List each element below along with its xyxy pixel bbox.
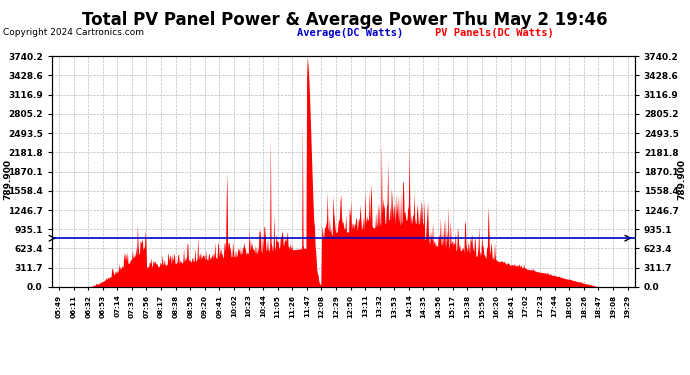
Text: Average(DC Watts): Average(DC Watts): [297, 28, 403, 38]
Text: 789.900: 789.900: [677, 159, 687, 201]
Text: PV Panels(DC Watts): PV Panels(DC Watts): [435, 28, 553, 38]
Text: Total PV Panel Power & Average Power Thu May 2 19:46: Total PV Panel Power & Average Power Thu…: [82, 11, 608, 29]
Text: 789.900: 789.900: [3, 159, 13, 201]
Text: Copyright 2024 Cartronics.com: Copyright 2024 Cartronics.com: [3, 28, 144, 37]
